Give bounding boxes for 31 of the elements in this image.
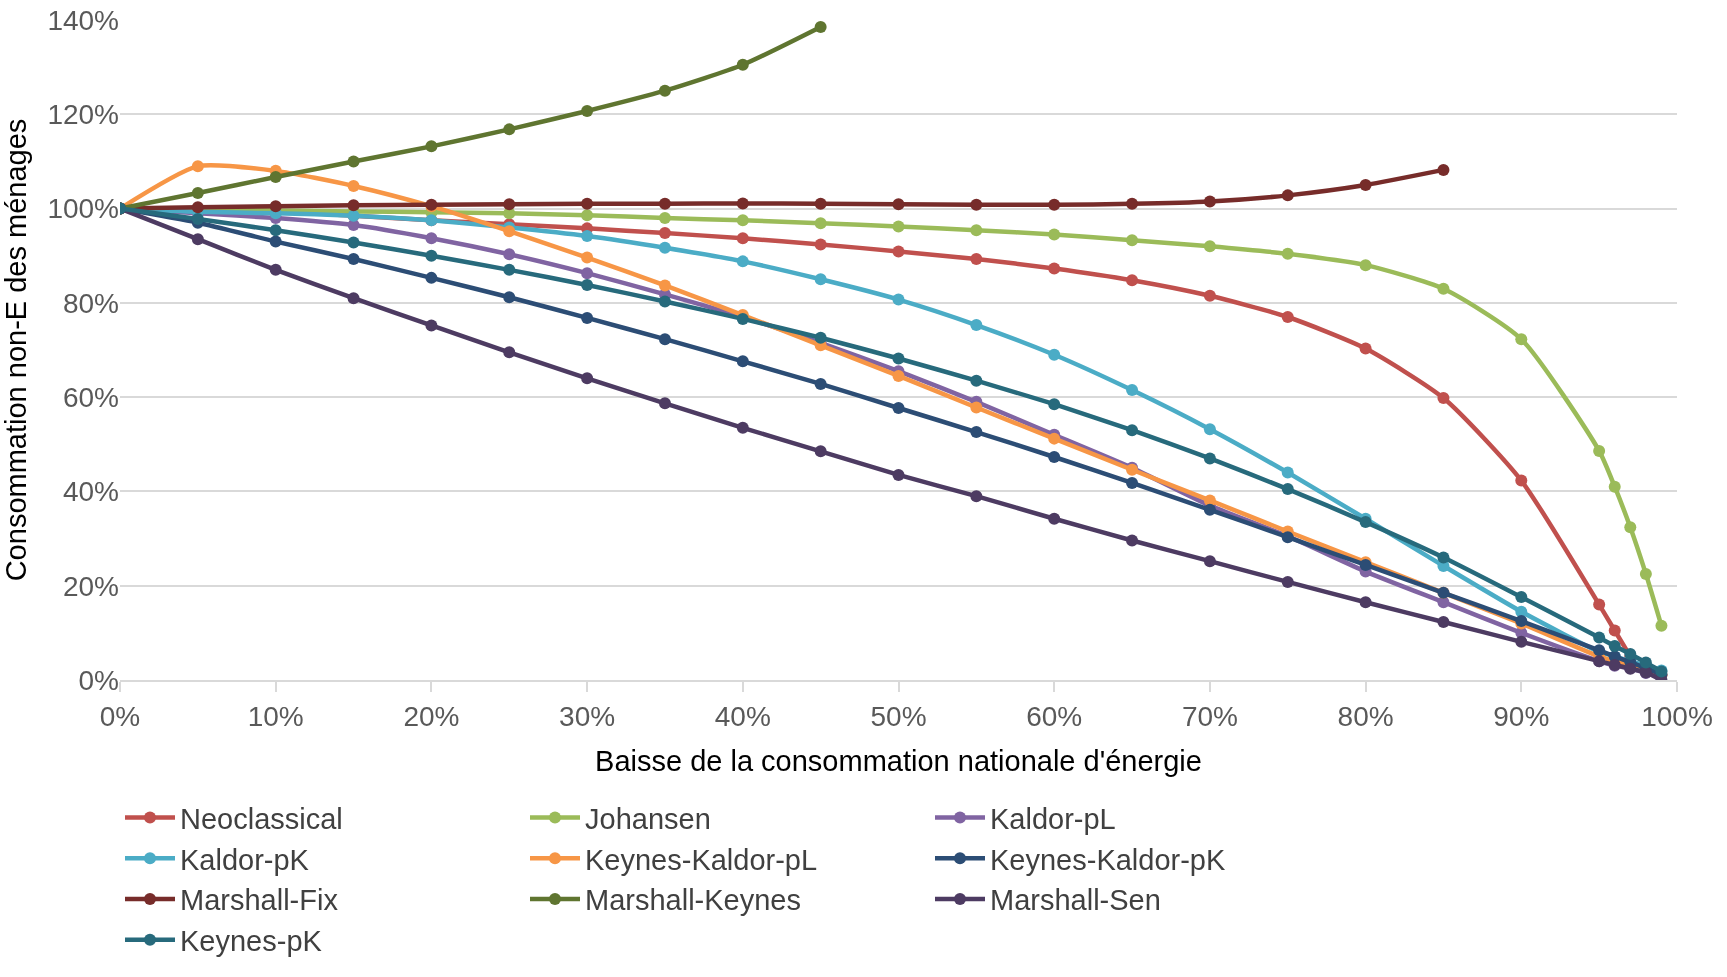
x-tick-label: 90% (1493, 700, 1550, 732)
legend-label: Kaldor-pK (180, 843, 310, 876)
x-tick-label: 80% (1337, 700, 1394, 732)
y-tick-label: 40% (62, 476, 119, 508)
x-axis-title: Baisse de la consommation nationale d'énergie (595, 744, 1202, 777)
legend-label: Neoclassical (180, 802, 343, 835)
x-tick-label: 0% (99, 700, 141, 732)
x-tick-label: 10% (247, 700, 304, 732)
legend-label: Marshall-Keynes (585, 884, 801, 917)
y-tick-label: 100% (47, 193, 119, 225)
legend-label: Keynes-Kaldor-pL (585, 843, 818, 876)
y-tick-label: 60% (62, 381, 119, 413)
x-tick-label: 100% (1641, 700, 1713, 732)
y-tick-label: 80% (62, 287, 119, 319)
legend-label: Marshall-Fix (180, 884, 339, 917)
x-tick-label: 50% (870, 700, 927, 732)
y-tick-label: 140% (47, 4, 119, 36)
x-tick-label: 20% (403, 700, 460, 732)
legend-label: Marshall-Sen (990, 884, 1161, 917)
x-tick-label: 30% (559, 700, 616, 732)
x-tick-label: 40% (714, 700, 771, 732)
legend-label: Johansen (585, 802, 711, 835)
x-tick-label: 60% (1026, 700, 1083, 732)
x-tick-label: 70% (1181, 700, 1238, 732)
legend-label: Keynes-Kaldor-pK (990, 843, 1226, 876)
y-tick-label: 20% (62, 570, 119, 602)
legend-label: Keynes-pK (180, 924, 323, 957)
y-tick-label: 0% (78, 664, 119, 696)
y-tick-label: 120% (47, 99, 119, 131)
y-axis-title: Consommation non-E des ménages (0, 118, 32, 582)
legend-label: Kaldor-pL (990, 802, 1116, 835)
